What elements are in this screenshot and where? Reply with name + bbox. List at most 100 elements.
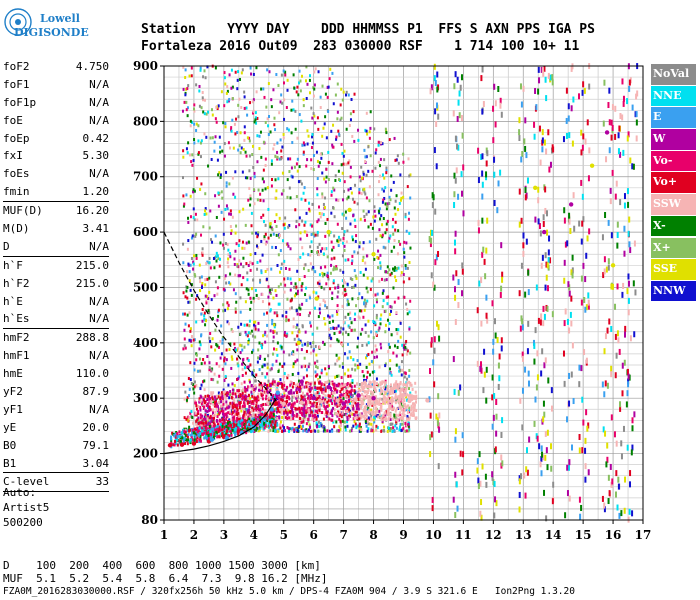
- echo-point: [250, 224, 253, 228]
- echo-point: [228, 434, 231, 438]
- echo-point: [234, 307, 237, 311]
- echo-point: [491, 300, 494, 307]
- echo-point: [370, 411, 373, 415]
- echo-point: [257, 388, 260, 392]
- echo-point: [379, 174, 382, 178]
- echo-point: [217, 256, 220, 260]
- echo-point: [333, 215, 336, 219]
- echo-point: [194, 435, 197, 439]
- echo-point: [183, 436, 186, 440]
- echo-point: [251, 406, 254, 410]
- echo-point: [285, 411, 288, 415]
- echo-point: [275, 213, 278, 217]
- echo-point: [334, 174, 337, 178]
- echo-point: [461, 132, 464, 139]
- echo-point: [197, 139, 200, 143]
- echo-point: [303, 414, 306, 418]
- echo-point: [182, 204, 185, 208]
- echo-point: [287, 426, 290, 430]
- echo-point: [315, 393, 318, 397]
- echo-point: [527, 289, 530, 296]
- echo-point: [246, 365, 249, 369]
- echo-point: [259, 391, 262, 395]
- echo-point: [341, 98, 344, 102]
- echo-point: [246, 357, 249, 361]
- echo-point: [230, 433, 233, 437]
- echo-point: [364, 380, 367, 384]
- echo-point: [321, 247, 324, 251]
- echo-point: [345, 409, 348, 413]
- echo-point: [356, 364, 359, 368]
- echo-point: [457, 193, 460, 200]
- echo-point: [195, 122, 198, 126]
- echo-point: [292, 414, 295, 418]
- echo-point: [236, 377, 239, 381]
- echo-point: [342, 270, 345, 274]
- echo-point: [346, 389, 349, 393]
- echo-point: [363, 187, 366, 191]
- echo-point: [344, 405, 347, 409]
- echo-point: [270, 105, 273, 109]
- echo-point: [365, 365, 368, 369]
- echo-point: [312, 232, 315, 236]
- echo-point: [224, 125, 227, 129]
- echo-point: [381, 200, 384, 204]
- echo-point: [404, 212, 407, 216]
- echo-point: [234, 170, 237, 174]
- echo-point: [176, 438, 179, 442]
- echo-point: [485, 312, 488, 319]
- echo-point: [225, 170, 228, 174]
- echo-point: [437, 463, 440, 470]
- echo-point: [296, 323, 299, 327]
- echo-point: [186, 106, 189, 110]
- echo-point: [313, 394, 316, 398]
- echo-point: [211, 395, 214, 399]
- echo-point: [403, 251, 406, 255]
- echo-point: [400, 418, 403, 422]
- echo-point: [388, 392, 391, 396]
- echo-point: [369, 126, 372, 130]
- echo-point: [295, 428, 298, 432]
- echo-point: [217, 173, 220, 177]
- echo-point: [186, 270, 189, 274]
- echo-point: [297, 180, 300, 184]
- echo-point: [270, 184, 273, 188]
- echo-point: [223, 76, 226, 80]
- echo-point: [394, 399, 397, 403]
- echo-point: [295, 325, 298, 329]
- echo-point: [250, 392, 253, 396]
- echo-point: [213, 140, 216, 144]
- echo-point: [365, 403, 368, 407]
- echo-point: [236, 87, 239, 91]
- echo-point: [200, 139, 203, 143]
- echo-point: [385, 166, 388, 170]
- echo-point: [272, 398, 275, 402]
- echo-point: [325, 282, 328, 286]
- echo-point: [397, 414, 400, 418]
- echo-point: [383, 429, 386, 433]
- echo-point: [379, 392, 382, 396]
- echo-point: [261, 420, 264, 424]
- echo-point: [382, 385, 385, 389]
- echo-point: [394, 396, 397, 400]
- echo-point: [216, 292, 219, 296]
- echo-point: [379, 397, 382, 401]
- logo-core: [15, 19, 21, 25]
- echo-point: [294, 409, 297, 413]
- echo-point: [261, 365, 264, 369]
- echo-point: [375, 414, 378, 418]
- echo-point: [348, 390, 351, 394]
- echo-point: [266, 385, 269, 389]
- echo-point: [304, 220, 307, 224]
- echo-point: [360, 385, 363, 389]
- echo-point: [233, 384, 236, 388]
- echo-point: [216, 380, 219, 384]
- echo-point: [234, 195, 237, 199]
- echo-point: [219, 175, 222, 179]
- echo-point: [360, 176, 363, 180]
- echo-point: [540, 313, 543, 320]
- echo-point: [389, 234, 392, 238]
- echo-point: [281, 101, 284, 105]
- echo-point: [347, 302, 350, 306]
- echo-point: [499, 291, 502, 298]
